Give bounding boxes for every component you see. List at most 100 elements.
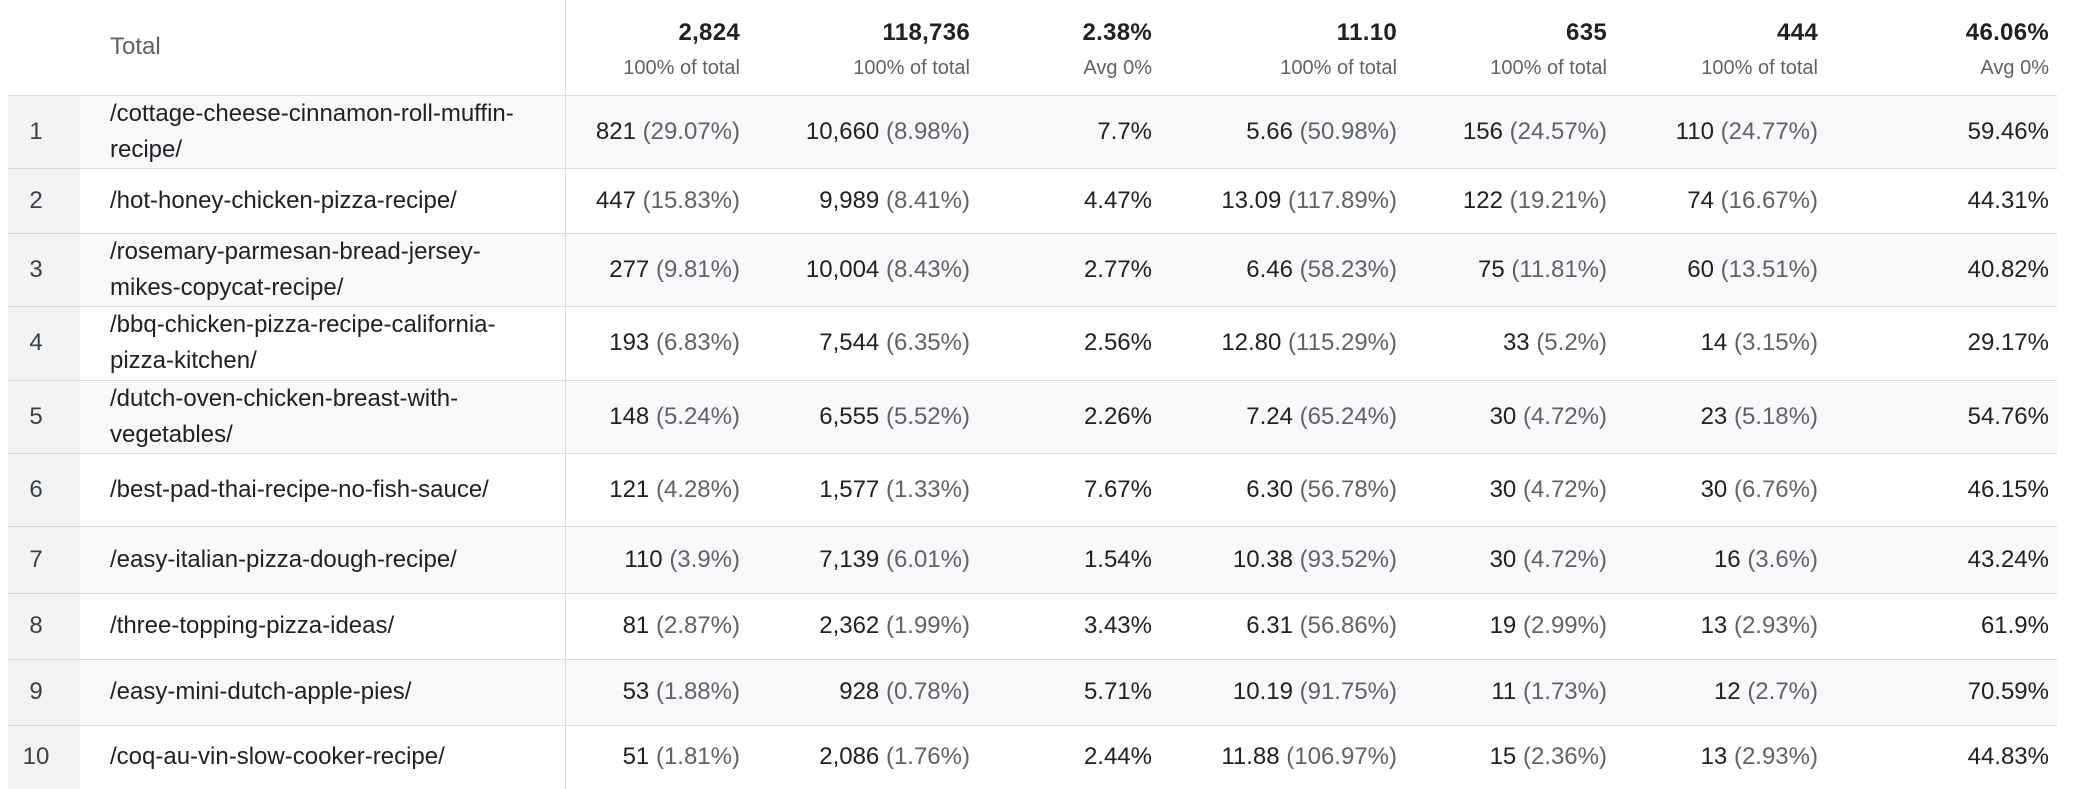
metric-cell: 13 (2.93%) <box>1615 593 1826 659</box>
metric-value: 7.24 <box>1246 402 1293 430</box>
metric-percent: (9.81%) <box>655 255 740 283</box>
total-value: 635 <box>1566 19 1607 47</box>
metric-cell: 61.9% <box>1826 593 2057 659</box>
metric-value: 44.83% <box>1967 743 2049 771</box>
metric-cell: 6.46 (58.23%) <box>1160 233 1405 306</box>
metric-cell: 7,139 (6.01%) <box>748 526 978 593</box>
metric-value: 121 <box>609 475 650 503</box>
table-row[interactable]: 10/coq-au-vin-slow-cooker-recipe/51 (1.8… <box>8 725 2057 789</box>
total-sub: 100% of total <box>623 57 740 80</box>
metric-value: 81 <box>622 612 650 639</box>
page-path-link[interactable]: /cottage-cheese-cinnamon-roll-muffin-rec… <box>80 95 566 168</box>
metric-cell: 2.26% <box>978 380 1160 453</box>
table-row[interactable]: 4/bbq-chicken-pizza-recipe-california-pi… <box>8 306 2057 380</box>
metric-cell: 1,577 (1.33%) <box>748 453 978 526</box>
metric-percent: (5.2%) <box>1536 329 1607 356</box>
metric-value: 7.67% <box>1083 475 1152 503</box>
metric-percent: (29.07%) <box>642 117 740 145</box>
page-path-link[interactable]: /rosemary-parmesan-bread-jersey-mikes-co… <box>80 233 566 306</box>
metric-value: 61.9% <box>1980 612 2049 639</box>
metric-cell: 148 (5.24%) <box>565 380 748 453</box>
metric-value: 44.31% <box>1967 186 2049 214</box>
metric-cell: 29.17% <box>1826 306 2057 380</box>
page-path-link[interactable]: /three-topping-pizza-ideas/ <box>80 593 566 659</box>
table-body: 1/cottage-cheese-cinnamon-roll-muffin-re… <box>8 95 2057 789</box>
metric-value: 928 <box>839 678 880 705</box>
total-sub: 100% of total <box>1701 57 1818 80</box>
page-path-link[interactable]: /easy-italian-pizza-dough-recipe/ <box>80 526 566 593</box>
metric-value: 30 <box>1489 545 1517 573</box>
metric-percent: (2.93%) <box>1733 612 1818 639</box>
metric-value: 74 <box>1687 186 1714 214</box>
page-path-link[interactable]: /easy-mini-dutch-apple-pies/ <box>80 659 566 725</box>
metric-value: 4.47% <box>1083 186 1152 214</box>
metric-cell: 13 (2.93%) <box>1615 725 1826 789</box>
metric-percent: (56.78%) <box>1299 475 1397 503</box>
row-index: 6 <box>8 453 80 526</box>
metric-percent: (117.89%) <box>1288 186 1397 214</box>
metric-cell: 110 (3.9%) <box>565 526 748 593</box>
metric-value: 30 <box>1489 402 1517 430</box>
metric-cell: 2,362 (1.99%) <box>748 593 978 659</box>
page-path-link[interactable]: /coq-au-vin-slow-cooker-recipe/ <box>80 725 566 789</box>
metric-value: 46.15% <box>1967 475 2049 503</box>
row-index: 10 <box>8 725 80 789</box>
page-path-link[interactable]: /dutch-oven-chicken-breast-with-vegetabl… <box>80 380 566 453</box>
metric-cell: 30 (4.72%) <box>1405 453 1615 526</box>
metric-percent: (4.28%) <box>655 475 740 503</box>
metric-value: 6.30 <box>1246 475 1293 503</box>
table-row[interactable]: 7/easy-italian-pizza-dough-recipe/110 (3… <box>8 526 2057 593</box>
page-path-link[interactable]: /hot-honey-chicken-pizza-recipe/ <box>80 168 566 233</box>
metric-percent: (16.67%) <box>1720 186 1818 214</box>
metric-value: 29.17% <box>1967 329 2049 356</box>
metric-value: 43.24% <box>1967 545 2049 573</box>
metric-value: 2.44% <box>1083 743 1152 771</box>
metric-value: 12.80 <box>1221 329 1282 356</box>
metric-percent: (24.57%) <box>1509 117 1607 145</box>
metric-percent: (6.35%) <box>885 329 970 356</box>
table-row[interactable]: 1/cottage-cheese-cinnamon-roll-muffin-re… <box>8 95 2057 168</box>
total-sub: Avg 0% <box>1980 57 2049 80</box>
table-row[interactable]: 8/three-topping-pizza-ideas/81 (2.87%) 2,… <box>8 593 2057 659</box>
metric-percent: (1.99%) <box>885 612 970 639</box>
metric-value: 70.59% <box>1967 678 2049 705</box>
metric-percent: (4.72%) <box>1522 475 1607 503</box>
metric-cell: 43.24% <box>1826 526 2057 593</box>
metric-cell: 44.83% <box>1826 725 2057 789</box>
metric-cell: 10,660 (8.98%) <box>748 95 978 168</box>
metric-cell: 53 (1.88%) <box>565 659 748 725</box>
table-row[interactable]: 3/rosemary-parmesan-bread-jersey-mikes-c… <box>8 233 2057 306</box>
metric-value: 5.66 <box>1246 117 1293 145</box>
metric-percent: (4.72%) <box>1522 545 1607 573</box>
table-row[interactable]: 2/hot-honey-chicken-pizza-recipe/447 (15… <box>8 168 2057 233</box>
metric-value: 7,544 <box>819 329 880 356</box>
metric-cell: 19 (2.99%) <box>1405 593 1615 659</box>
metric-cell: 193 (6.83%) <box>565 306 748 380</box>
metric-cell: 44.31% <box>1826 168 2057 233</box>
metric-cell: 46.15% <box>1826 453 2057 526</box>
metric-cell: 122 (19.21%) <box>1405 168 1615 233</box>
total-sub: 100% of total <box>1490 57 1607 80</box>
metric-value: 53 <box>622 678 650 705</box>
row-index: 4 <box>8 306 80 380</box>
metric-value: 13.09 <box>1221 186 1282 214</box>
index-header <box>8 0 80 95</box>
metric-percent: (93.52%) <box>1299 545 1397 573</box>
metric-percent: (6.01%) <box>885 545 970 573</box>
metric-percent: (15.83%) <box>642 186 740 214</box>
table-row[interactable]: 6/best-pad-thai-recipe-no-fish-sauce/121… <box>8 453 2057 526</box>
metric-value: 110 <box>624 545 663 573</box>
metric-cell: 54.76% <box>1826 380 2057 453</box>
metric-percent: (2.36%) <box>1522 743 1607 771</box>
metric-percent: (2.99%) <box>1522 612 1607 639</box>
page-path-link[interactable]: /best-pad-thai-recipe-no-fish-sauce/ <box>80 453 566 526</box>
total-sub: 100% of total <box>853 57 970 80</box>
table-row[interactable]: 5/dutch-oven-chicken-breast-with-vegetab… <box>8 380 2057 453</box>
metric-value: 6,555 <box>819 402 880 430</box>
table-row[interactable]: 9/easy-mini-dutch-apple-pies/53 (1.88%) 9… <box>8 659 2057 725</box>
metric-percent: (0.78%) <box>885 678 970 705</box>
page-path-link[interactable]: /bbq-chicken-pizza-recipe-california-piz… <box>80 306 566 380</box>
row-index: 3 <box>8 233 80 306</box>
metric-cell: 30 (6.76%) <box>1615 453 1826 526</box>
row-index: 2 <box>8 168 80 233</box>
